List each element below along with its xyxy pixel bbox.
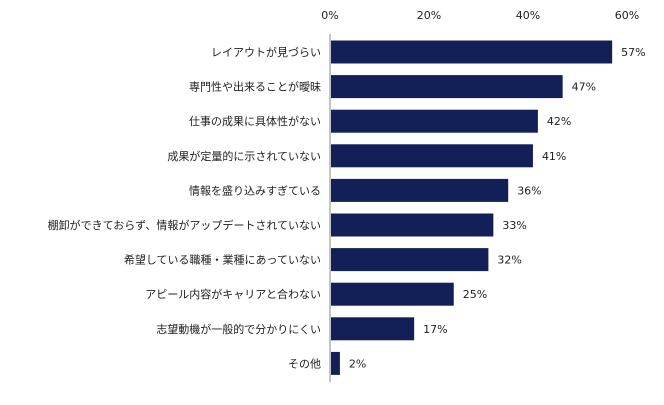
category-label: 仕事の成果に具体性がない bbox=[189, 114, 321, 128]
data-label: 33% bbox=[502, 219, 526, 232]
bar bbox=[331, 144, 533, 168]
category-label: 希望している職種・業種にあっていない bbox=[124, 253, 321, 267]
category-label: その他 bbox=[288, 357, 321, 370]
category-label: 志望動機が一般的で分かりにくい bbox=[156, 322, 321, 336]
bars bbox=[331, 40, 613, 375]
data-label: 36% bbox=[517, 184, 541, 197]
x-axis-ticks: 0% 20% 40% 60% bbox=[321, 9, 639, 22]
category-labels: レイアウトが見づらい専門性や出来ることが曖昧仕事の成果に具体性がない成果が定量的… bbox=[48, 45, 321, 370]
data-label: 2% bbox=[349, 357, 366, 370]
value-labels: 57% 47% 42% 41% 36% 33% 32% 25% 17% 2% bbox=[349, 46, 646, 370]
bar bbox=[331, 178, 509, 202]
category-label: レイアウトが見づらい bbox=[211, 45, 321, 59]
category-label: アピール内容がキャリアと合わない bbox=[145, 287, 321, 301]
bar bbox=[331, 282, 454, 306]
bar bbox=[331, 40, 613, 64]
category-label: 情報を盛り込みすぎている bbox=[189, 183, 321, 197]
x-tick-label: 40% bbox=[516, 9, 540, 22]
data-label: 32% bbox=[497, 254, 521, 267]
data-label: 47% bbox=[572, 81, 596, 94]
data-label: 25% bbox=[463, 288, 487, 301]
bar bbox=[331, 109, 538, 133]
x-tick-label: 0% bbox=[321, 9, 338, 22]
category-label: 成果が定量的に示されていない bbox=[167, 149, 321, 163]
data-label: 57% bbox=[621, 46, 645, 59]
bar bbox=[331, 317, 415, 341]
x-tick-label: 20% bbox=[417, 9, 441, 22]
bar bbox=[331, 351, 340, 375]
data-label: 42% bbox=[547, 115, 571, 128]
bar bbox=[331, 213, 494, 237]
bar bbox=[331, 248, 489, 272]
data-label: 41% bbox=[542, 150, 566, 163]
category-label: 棚卸ができておらず、情報がアップデートされていない bbox=[48, 218, 321, 232]
category-label: 専門性や出来ることが曖昧 bbox=[189, 80, 321, 94]
x-tick-label: 60% bbox=[615, 9, 639, 22]
data-label: 17% bbox=[423, 323, 447, 336]
bar bbox=[331, 75, 563, 99]
